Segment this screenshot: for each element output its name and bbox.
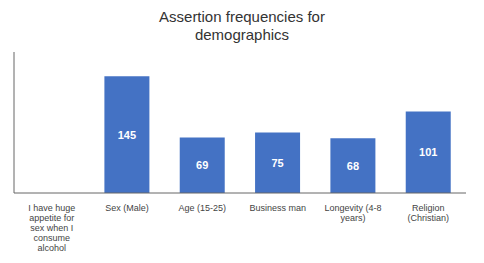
- svg-text:69: 69: [196, 159, 208, 171]
- svg-text:68: 68: [347, 160, 359, 172]
- svg-text:Sex (Male): Sex (Male): [105, 203, 149, 213]
- svg-text:Religion(Christian): Religion(Christian): [408, 203, 450, 223]
- svg-text:Age (15-25): Age (15-25): [179, 203, 227, 213]
- svg-text:Business man: Business man: [249, 203, 306, 213]
- svg-text:101: 101: [419, 146, 437, 158]
- svg-text:Longevity (4-8years): Longevity (4-8years): [324, 203, 381, 223]
- svg-text:I have hugeappetite forsex whe: I have hugeappetite forsex when Iconsume…: [28, 203, 75, 253]
- html-text:Assertion frequencies for demo: Assertion frequencies for demographics: [159, 8, 325, 43]
- svg-text:145: 145: [118, 129, 136, 141]
- svg-text:75: 75: [271, 157, 283, 169]
